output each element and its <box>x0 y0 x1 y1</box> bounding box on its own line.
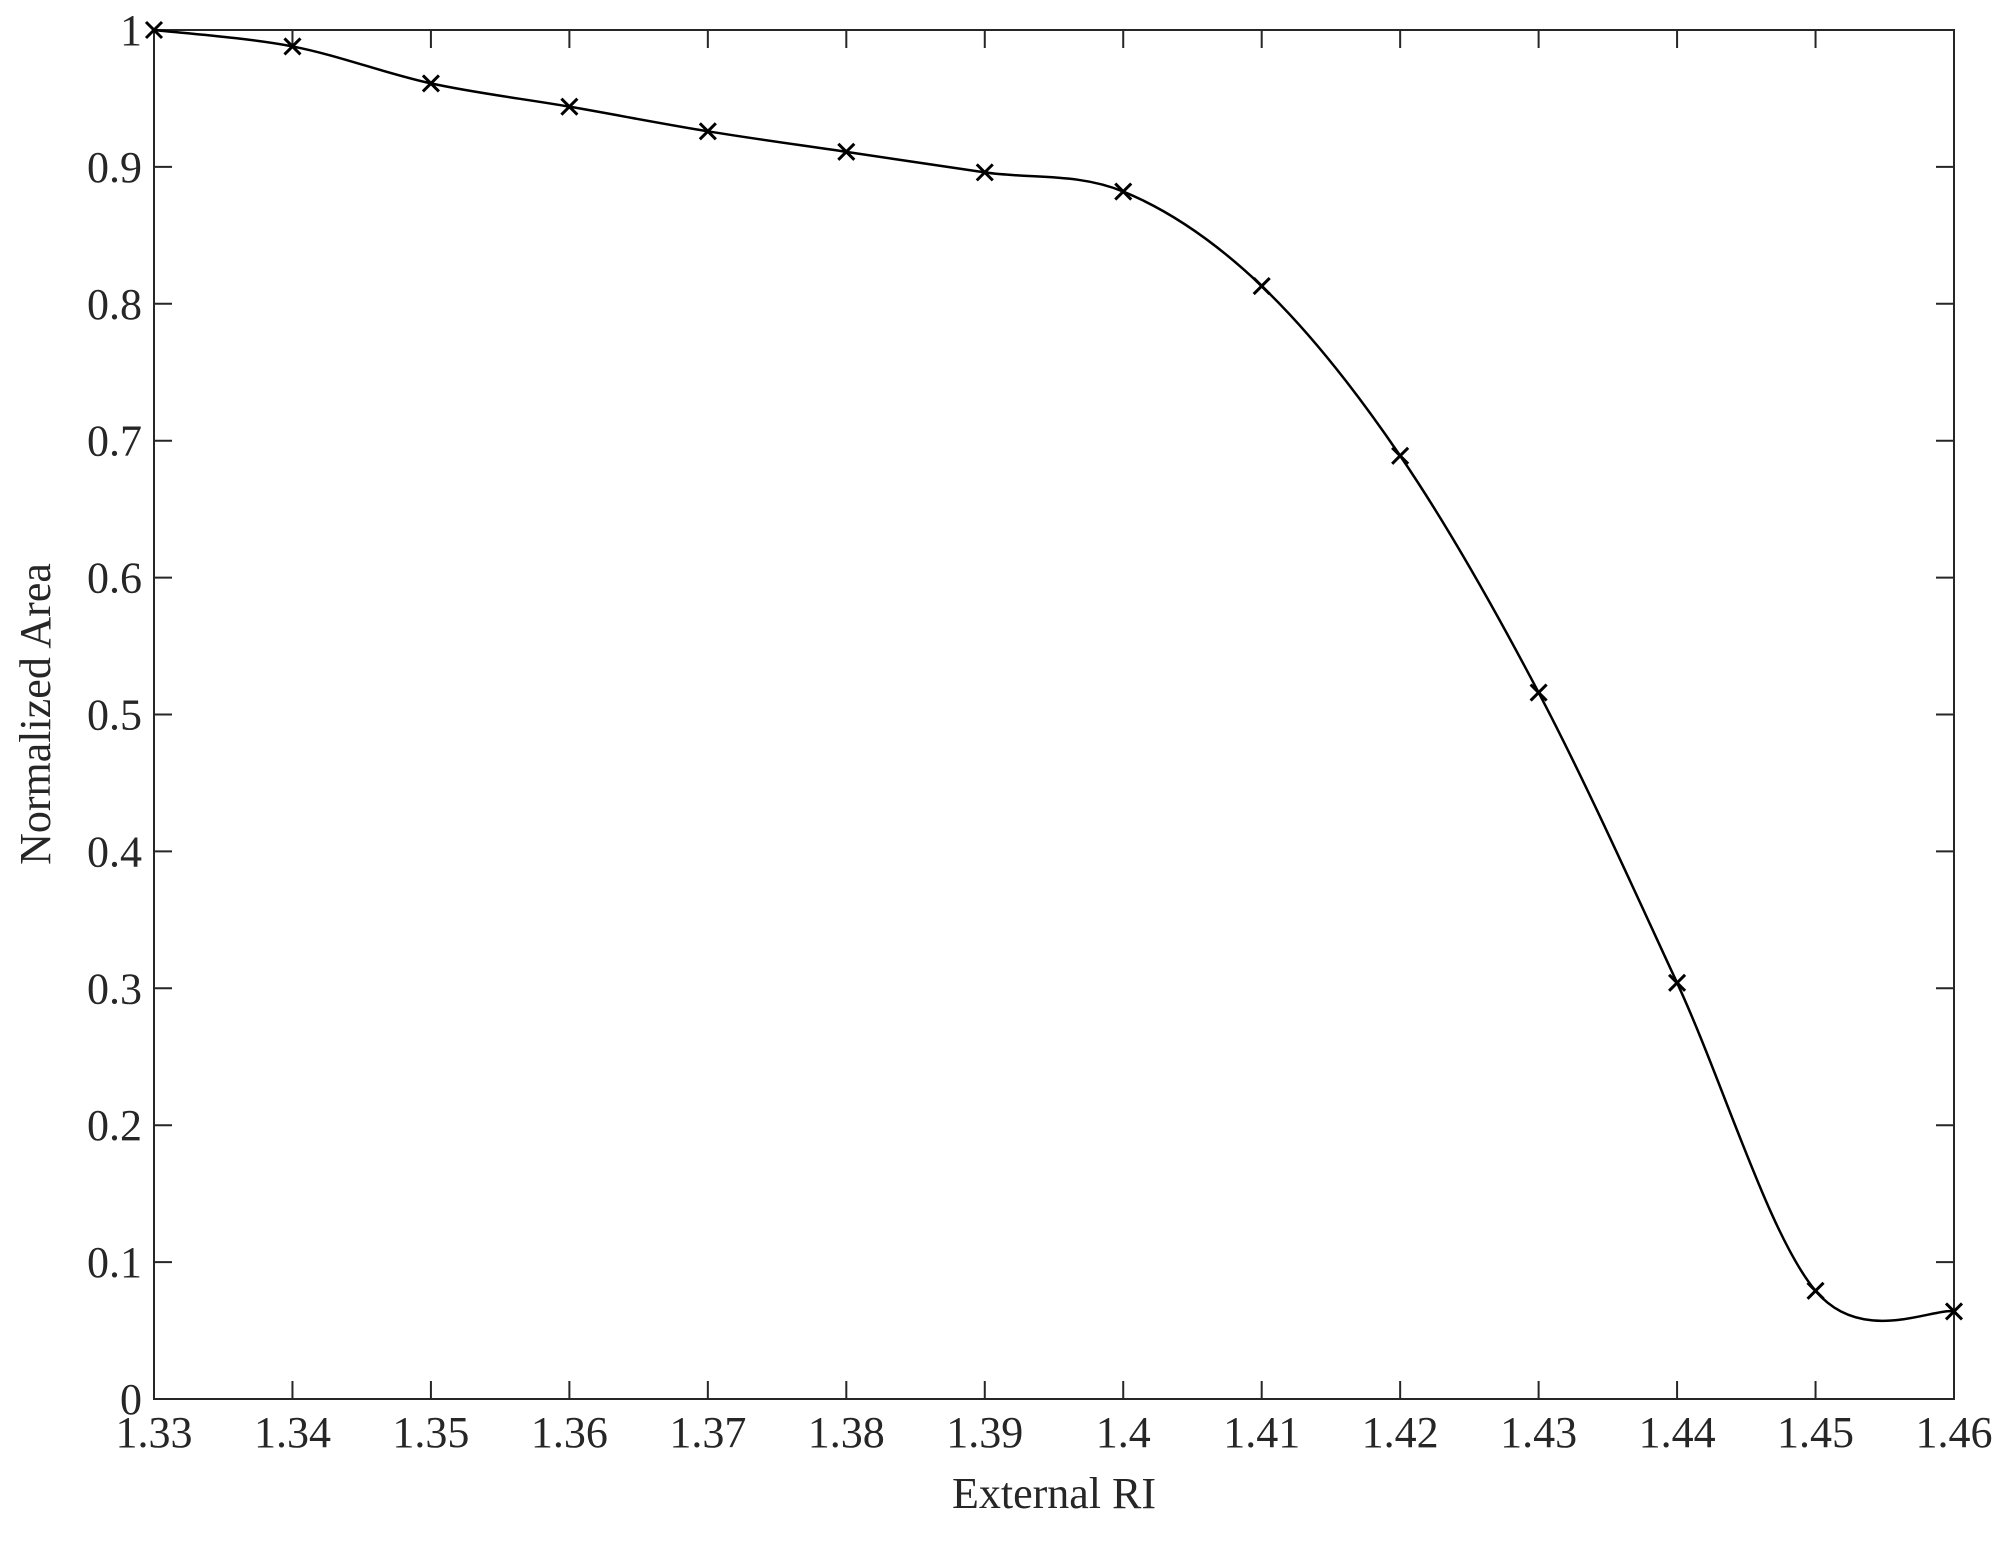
x-tick-label: 1.44 <box>1639 1408 1716 1457</box>
x-tick-label: 1.46 <box>1916 1408 1993 1457</box>
plot-box <box>153 29 1955 1400</box>
data-marker <box>1806 1281 1825 1300</box>
data-marker <box>283 37 302 56</box>
y-tick-label: 0.4 <box>87 827 142 876</box>
data-marker <box>698 122 717 141</box>
data-marker <box>144 20 164 40</box>
y-tick-label: 0.3 <box>87 964 142 1013</box>
x-tick-label: 1.41 <box>1223 1408 1300 1457</box>
x-axis-label: External RI <box>952 1469 1156 1518</box>
x-tick-label: 1.42 <box>1362 1408 1439 1457</box>
x-tick-label: 1.35 <box>392 1408 469 1457</box>
y-tick-label: 0.5 <box>87 691 142 740</box>
data-marker <box>837 142 856 161</box>
x-tick-label: 1.45 <box>1777 1408 1854 1457</box>
x-tick-label: 1.37 <box>669 1408 746 1457</box>
x-tick-label: 1.4 <box>1096 1408 1151 1457</box>
data-marker <box>975 163 994 182</box>
x-tick-label: 1.43 <box>1500 1408 1577 1457</box>
y-tick-label: 0 <box>120 1375 142 1424</box>
data-marker <box>1668 973 1687 992</box>
y-tick-label: 0.7 <box>87 417 142 466</box>
data-marker <box>1391 446 1410 465</box>
data-marker <box>1114 182 1133 201</box>
x-tick-label: 1.38 <box>808 1408 885 1457</box>
data-marker <box>1252 276 1271 296</box>
data-line <box>153 28 1955 1323</box>
y-tick-label: 0.6 <box>87 554 142 603</box>
data-marker <box>1529 683 1548 702</box>
x-tick-label: 1.36 <box>531 1408 608 1457</box>
y-tick-label: 0.8 <box>87 280 142 329</box>
data-marker <box>560 97 579 116</box>
x-tick-label: 1.33 <box>116 1408 193 1457</box>
x-tick-label: 1.39 <box>946 1408 1023 1457</box>
y-tick-label: 0.1 <box>87 1238 142 1287</box>
x-tick-label: 1.34 <box>254 1408 331 1457</box>
data-marker <box>421 74 440 93</box>
y-axis-label: Normalized Area <box>11 563 60 865</box>
data-marker <box>1944 1302 1964 1321</box>
y-tick-label: 0.9 <box>87 143 142 192</box>
y-tick-label: 1 <box>120 6 142 55</box>
y-tick-label: 0.2 <box>87 1101 142 1150</box>
